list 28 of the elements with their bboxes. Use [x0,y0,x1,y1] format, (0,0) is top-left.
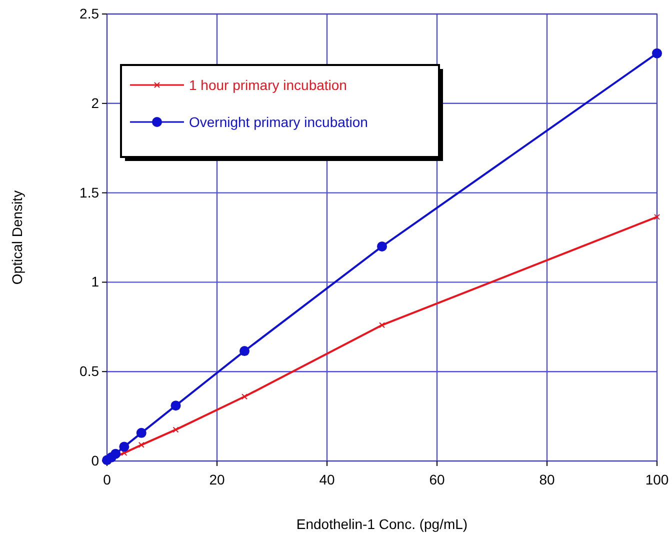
x-axis-title: Endothelin-1 Conc. (pg/mL) [296,516,468,532]
y-tick-label: 1 [91,274,100,290]
point [652,48,662,58]
point [379,322,385,328]
point [110,448,121,459]
y-tick-label: 2 [91,94,100,111]
legend-label: Overnight primary incubation [189,114,368,130]
point [377,241,387,252]
point [136,428,146,438]
x-tick-label: 60 [429,471,445,488]
x-tick-label: 0 [103,471,112,488]
point [240,346,250,356]
point [654,214,660,220]
point [138,442,144,448]
point [119,442,130,452]
point [242,394,248,400]
point [170,400,181,411]
point [172,426,179,433]
y-tick-label: 2.5 [80,5,100,22]
x-tick-label: 40 [319,471,335,488]
x-tick-label: 20 [209,471,225,488]
legend-label: 1 hour primary incubation [189,77,347,93]
y-tick-label: 0 [91,452,100,468]
y-axis-title: Optical Density [9,190,25,285]
y-tick-label: 1.5 [80,184,100,200]
x-tick-label: 80 [539,471,555,488]
y-tick-label: 0.5 [80,363,100,380]
x-tick-label: 100 [645,471,669,488]
